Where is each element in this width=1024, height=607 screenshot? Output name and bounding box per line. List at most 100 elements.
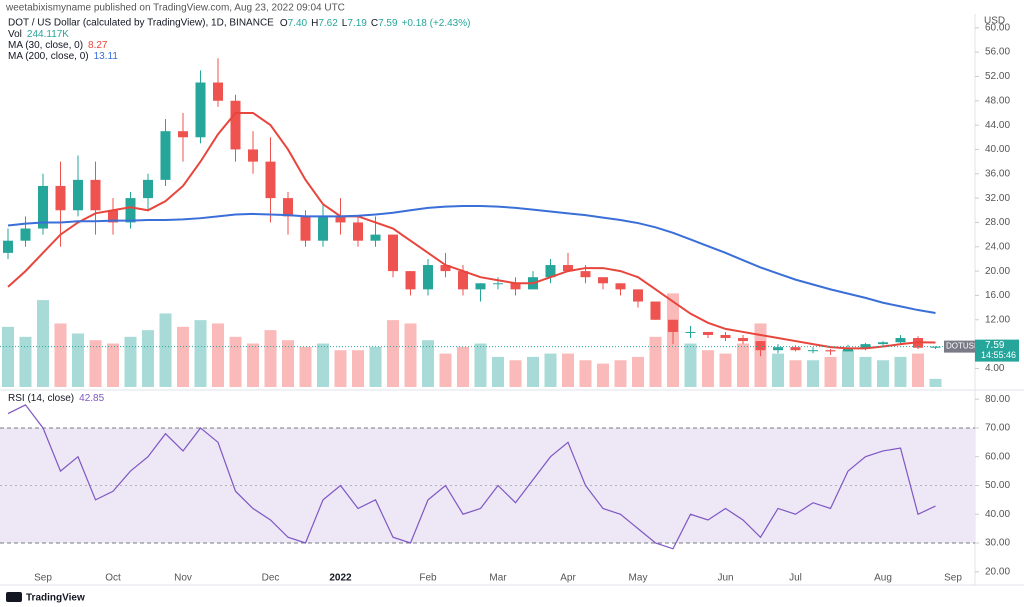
y-tick-label: 70.00 — [985, 423, 1010, 434]
volume-bar — [544, 353, 557, 387]
volume-bar — [334, 350, 347, 387]
candle-body — [720, 334, 731, 339]
candle-body — [633, 289, 643, 302]
y-tick-label: 4.00 — [985, 363, 1005, 374]
volume-bar — [194, 320, 207, 387]
volume-bar — [929, 378, 942, 387]
volume-bar — [19, 336, 32, 387]
volume-bar — [72, 333, 84, 387]
legend-entry: MA (200, close, 0) 13.11 — [8, 51, 118, 62]
candle-body — [38, 185, 48, 229]
series-line — [7, 205, 936, 315]
last-price: 7.59 — [985, 340, 1005, 351]
volume-bar — [457, 346, 469, 387]
candle-body — [685, 331, 696, 333]
candle-body — [458, 271, 468, 290]
ohlc-label: H — [311, 18, 318, 29]
candle-body — [423, 265, 433, 290]
volume-bar — [422, 340, 434, 387]
candle-body — [370, 234, 381, 241]
candle-body — [703, 331, 713, 335]
candle-body — [108, 210, 118, 223]
candle-body — [773, 347, 783, 351]
y-tick-label: 48.00 — [985, 95, 1010, 106]
legend-value: 42.85 — [79, 393, 104, 404]
candle-body — [73, 179, 83, 211]
volume-bar — [894, 356, 907, 387]
candle-body — [160, 131, 171, 180]
volume-bar — [684, 343, 697, 387]
candle-body — [650, 301, 661, 320]
candle-body — [580, 271, 591, 278]
x-tick-label: May — [629, 573, 648, 584]
legend-name: MA (200, close, 0) — [8, 51, 89, 62]
chart-title: DOT / US Dollar (calculated by TradingVi… — [8, 18, 274, 29]
volume-bar — [789, 360, 802, 387]
volume-bar — [212, 323, 224, 387]
candle-body — [283, 198, 293, 217]
volume-bar — [439, 353, 452, 387]
ohlc-label: C — [371, 18, 378, 29]
legend-name: RSI (14, close) — [8, 393, 74, 404]
ohlc-legend: O7.40 H7.62 L7.19 C7.59 +0.18 (+2.43%) — [280, 18, 471, 29]
volume-bar — [107, 343, 119, 387]
legend-value: 244.117K — [27, 29, 69, 40]
legend-name: MA (30, close, 0) — [8, 40, 83, 51]
x-tick-label: Jul — [789, 573, 802, 584]
volume-bar — [877, 360, 889, 387]
candle-body — [563, 265, 573, 272]
volume-bar — [177, 326, 189, 387]
x-tick-label: Jun — [717, 573, 733, 584]
y-tick-label: 40.00 — [985, 144, 1010, 155]
y-tick-label: 30.00 — [985, 538, 1010, 549]
candle-body — [3, 240, 13, 253]
y-tick-label: 20.00 — [985, 566, 1010, 577]
volume-bar — [142, 330, 154, 387]
volume-bar — [842, 350, 854, 387]
x-tick-label: Aug — [874, 573, 892, 584]
candle-body — [930, 346, 941, 348]
y-tick-label: 24.00 — [985, 241, 1010, 252]
ohlc-value: 7.19 — [347, 18, 367, 29]
candle-body — [213, 82, 223, 101]
series-line — [7, 404, 936, 550]
symbol-tag — [944, 340, 975, 353]
y-tick-label: 12.00 — [985, 314, 1010, 325]
y-tick-label: 28.00 — [985, 217, 1010, 228]
change: +0.18 (+2.43%) — [402, 18, 471, 29]
candle-body — [20, 228, 31, 241]
volume-bar — [387, 320, 399, 387]
y-tick-label: 60.00 — [985, 22, 1010, 33]
candle-body — [598, 277, 608, 284]
x-tick-label: Nov — [174, 573, 192, 584]
candle-body — [405, 271, 416, 290]
volume-bar — [264, 330, 277, 387]
candle-body — [248, 149, 258, 162]
volume-bar — [702, 350, 714, 387]
price-tag — [975, 339, 1019, 362]
countdown: 14:55:46 — [981, 350, 1016, 360]
volume-bar — [772, 353, 784, 387]
candle-body — [790, 347, 801, 351]
rsi-band — [0, 427, 975, 544]
symbol: DOTUSD — [946, 342, 980, 351]
candle-body — [335, 216, 346, 223]
volume-bar — [807, 360, 819, 387]
legend-value: 13.11 — [94, 51, 119, 62]
volume-bar — [54, 323, 67, 387]
y-tick-label: 56.00 — [985, 47, 1010, 58]
legend-entry: MA (30, close, 0) 8.27 — [8, 40, 108, 51]
legend-value: 8.27 — [88, 40, 108, 51]
legend-entry: Vol 244.117K — [8, 29, 69, 40]
candle-body — [475, 283, 486, 290]
volume-bar — [824, 356, 837, 387]
volume-bar — [597, 363, 609, 387]
x-tick-label: Dec — [262, 573, 280, 584]
volume-bar — [229, 336, 242, 387]
candle-body — [90, 179, 101, 211]
candle-body — [230, 100, 241, 150]
volume-bar — [282, 340, 294, 387]
candle-body — [755, 341, 766, 351]
y-tick-label: 80.00 — [985, 394, 1010, 405]
volume-bar — [404, 323, 417, 387]
